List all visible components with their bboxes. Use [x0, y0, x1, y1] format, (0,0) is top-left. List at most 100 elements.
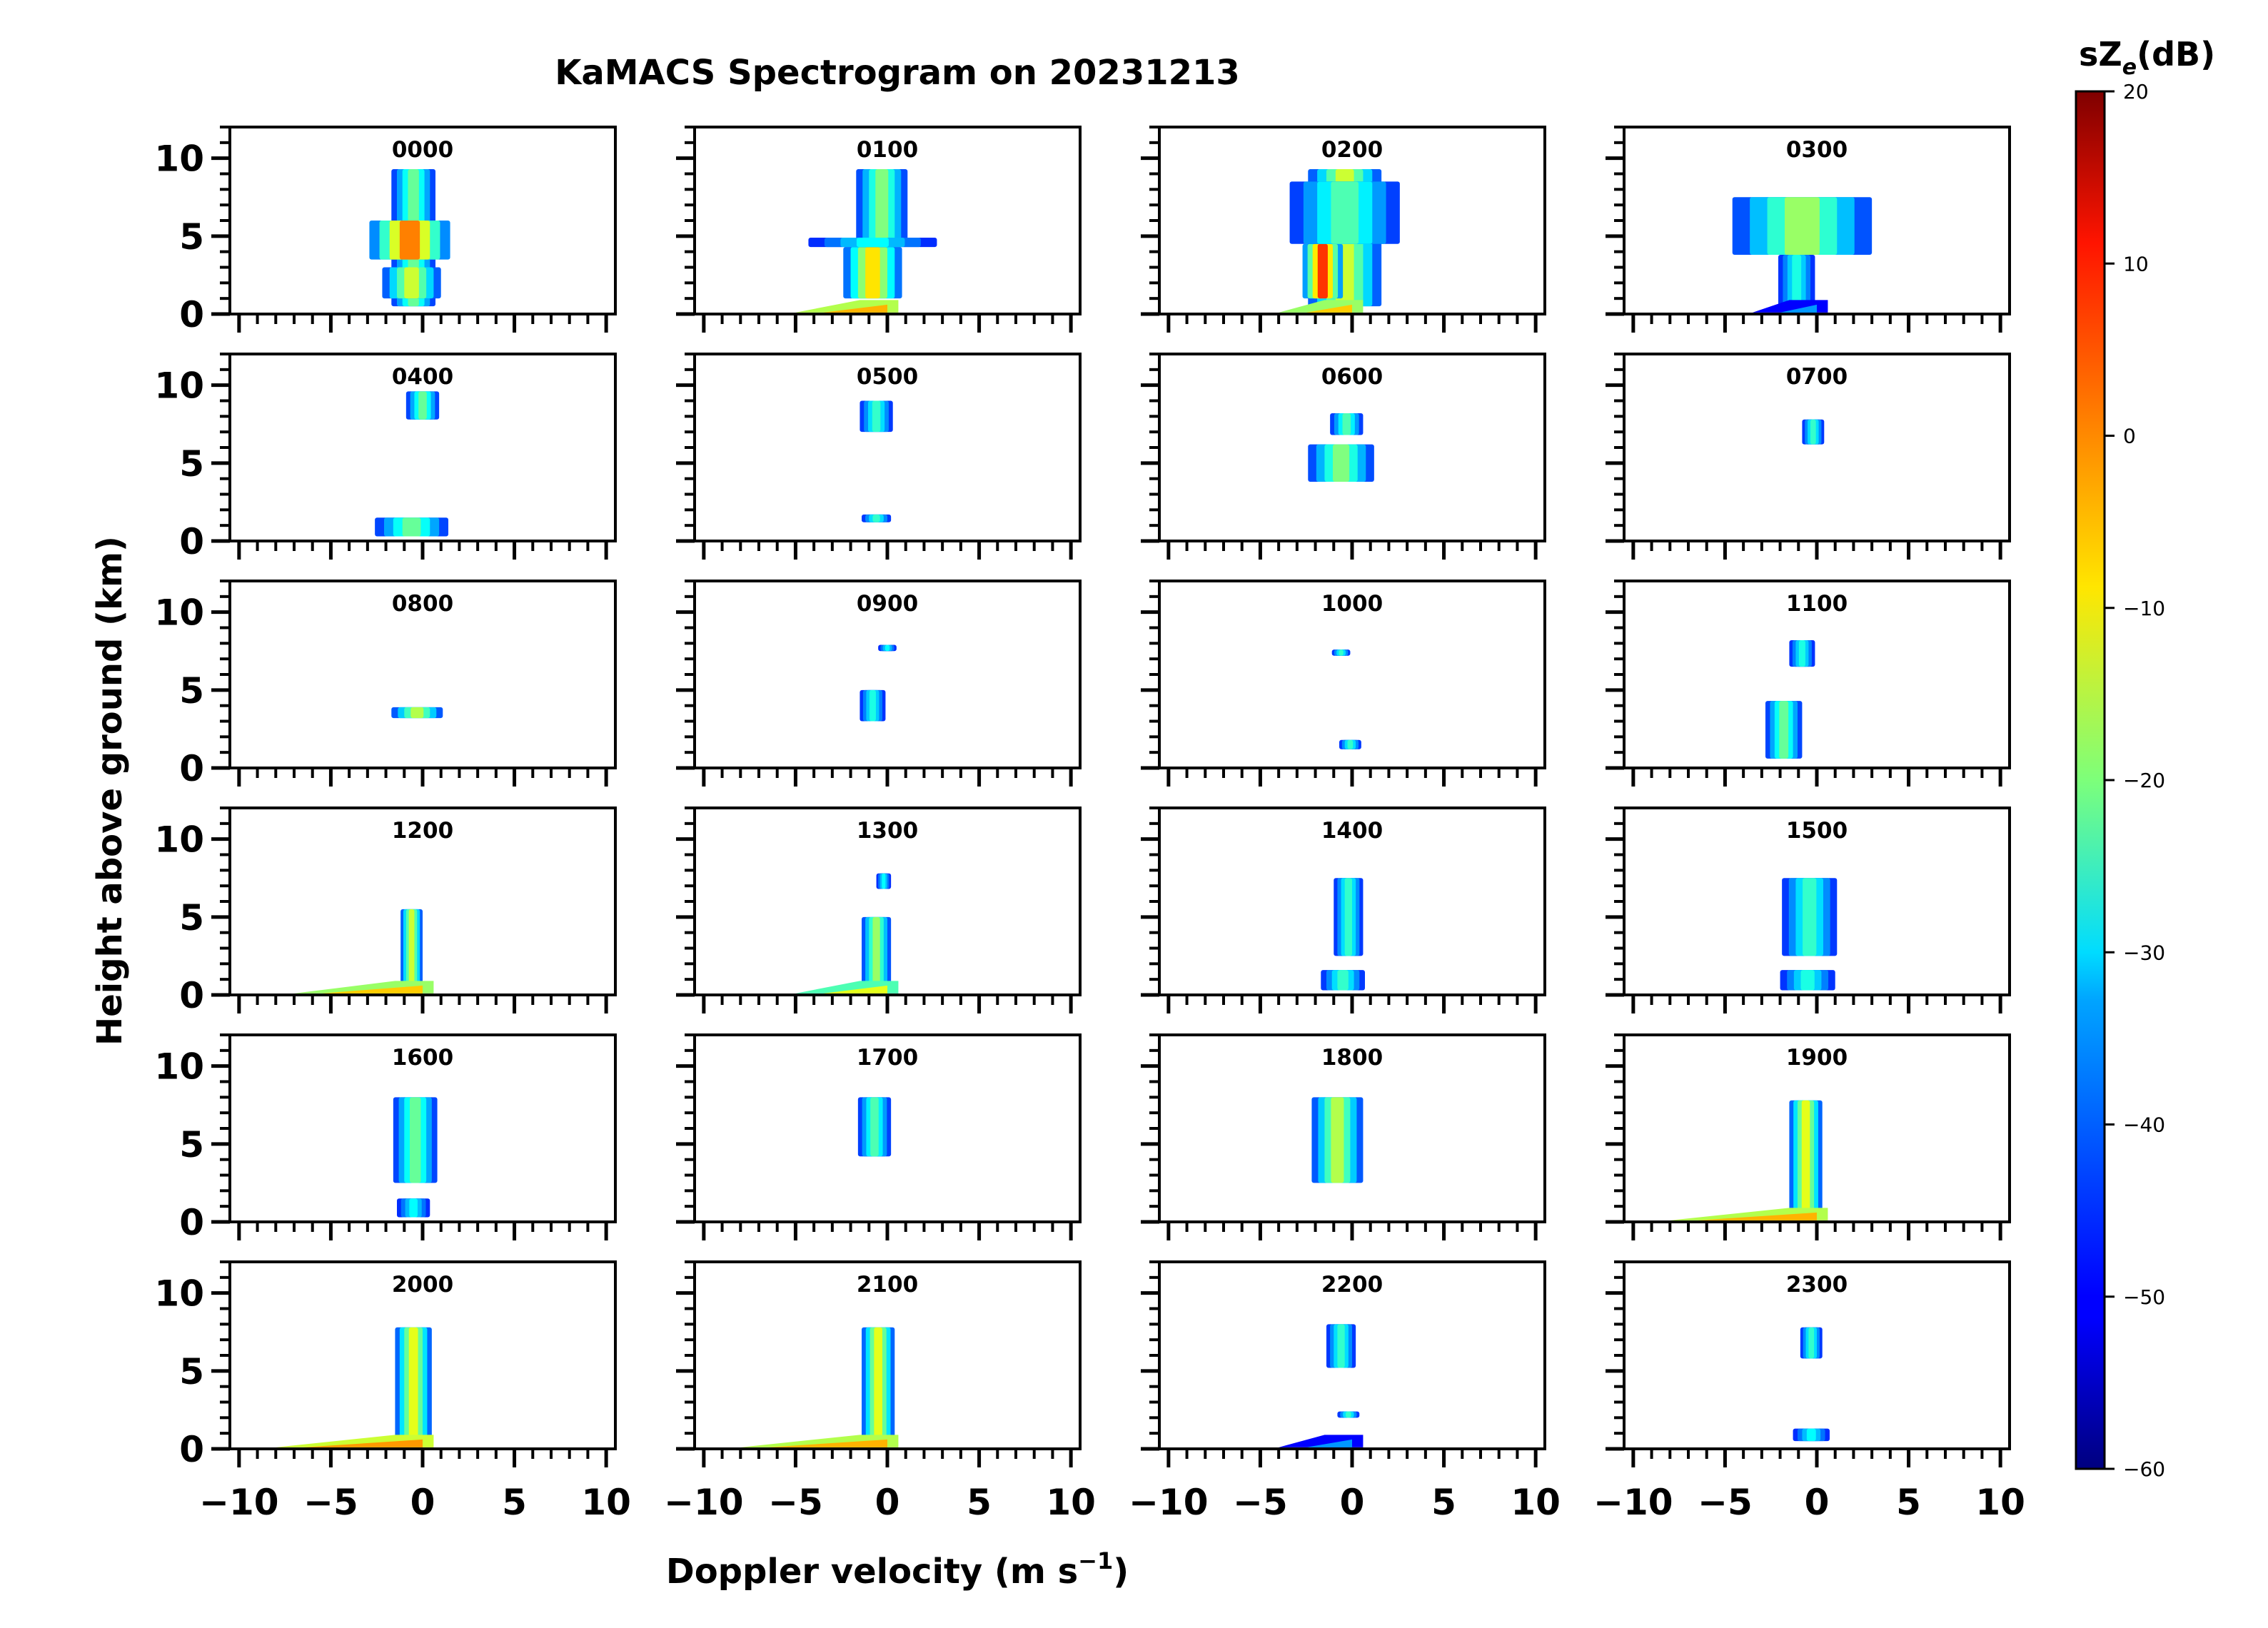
- y-ticks: 0 5 10: [154, 1260, 230, 1470]
- panel-0200: 0200: [1141, 126, 1546, 333]
- surface-echo-core: [321, 985, 423, 994]
- panel-background: [230, 354, 615, 541]
- x-tick-label: 0: [1340, 1482, 1365, 1523]
- echo-layer: [405, 391, 440, 420]
- x-tick-label: −5: [1233, 1482, 1288, 1523]
- panel-content: [1308, 413, 1374, 482]
- echo-band: [1344, 878, 1352, 956]
- echo-band: [872, 514, 880, 522]
- panel-background: [695, 354, 1080, 541]
- panel-content: [1802, 419, 1825, 445]
- panel-title: 2000: [392, 1272, 453, 1298]
- y-tick-label: 10: [154, 1046, 204, 1088]
- panel-content: [294, 909, 434, 994]
- y-tick-label: 0: [179, 521, 204, 562]
- y-ticks: [676, 580, 695, 770]
- x-ticks: [1166, 314, 1538, 333]
- echo-band: [399, 221, 420, 260]
- panel-title: 1600: [392, 1045, 453, 1071]
- x-ticks: [237, 995, 608, 1013]
- y-tick-label: 10: [154, 365, 204, 407]
- x-ticks: [237, 768, 608, 787]
- panel-title: 2100: [857, 1272, 918, 1298]
- panel-1500: 1500: [1606, 807, 2011, 1013]
- echo-layer: [1339, 739, 1361, 749]
- x-ticks: [237, 314, 608, 333]
- panel-title: 0300: [1786, 137, 1848, 163]
- colorbar-tick-label: −50: [2123, 1285, 2165, 1309]
- y-tick-label: 0: [179, 294, 204, 335]
- surface-echo-core: [1306, 1439, 1352, 1447]
- y-ticks: [676, 353, 695, 543]
- echo-band: [1800, 970, 1815, 991]
- panel-1700: 1700: [676, 1033, 1082, 1240]
- y-ticks: [1606, 1033, 1624, 1224]
- surface-echo: [740, 1435, 899, 1447]
- x-tick-label: 5: [1431, 1482, 1456, 1523]
- panel-title: 0100: [857, 137, 918, 163]
- echo-layer: [382, 267, 441, 299]
- y-ticks: 0 5 10: [154, 807, 230, 1016]
- echo-band: [410, 707, 424, 719]
- y-ticks: [1141, 353, 1159, 543]
- panel-1800: 1800: [1141, 1033, 1546, 1240]
- echo-layer: [1800, 1327, 1823, 1359]
- echo-layer: [397, 1198, 430, 1218]
- echo-band: [1801, 1100, 1810, 1218]
- x-ticks: [1631, 314, 2002, 333]
- x-tick-label: −5: [768, 1482, 823, 1523]
- surface-echo: [795, 300, 899, 313]
- echo-layer: [1789, 1100, 1823, 1218]
- y-tick-label: 5: [179, 443, 204, 485]
- y-tick-label: 10: [154, 1273, 204, 1315]
- echo-layer: [1778, 255, 1815, 310]
- echo-layer: [876, 873, 892, 889]
- echo-layer: [393, 1097, 438, 1183]
- y-tick-label: 5: [179, 897, 204, 939]
- colorbar: 20 10 0 −10 −20 −30 −40 −50 −60 sZe(dB): [2075, 35, 2215, 1481]
- x-ticks: [702, 768, 1073, 787]
- panel-background: [1159, 581, 1545, 768]
- panel-content: [1321, 878, 1365, 991]
- panel-0800: 0800 0 5 10: [154, 580, 617, 789]
- surface-echo-core: [303, 1439, 423, 1447]
- colorbar-tick-label: 0: [2123, 425, 2136, 448]
- echo-band: [1808, 1327, 1815, 1359]
- panel-title: 1200: [392, 818, 453, 844]
- echo-layer: [862, 1327, 895, 1445]
- surface-echo: [276, 1435, 434, 1447]
- x-ticks: [1631, 768, 2002, 787]
- y-tick-label: 0: [179, 975, 204, 1016]
- panel-title: 2200: [1321, 1272, 1383, 1298]
- panel-content: [795, 168, 937, 313]
- panel-0300: 0300: [1606, 126, 2011, 333]
- panel-1900: 1900: [1606, 1033, 2011, 1240]
- echo-layer: [1330, 413, 1364, 435]
- echo-layer: [1311, 1097, 1364, 1183]
- x-ticks: [1631, 541, 2002, 560]
- panel-title: 0800: [392, 591, 453, 617]
- echo-band: [1317, 243, 1328, 299]
- figure-title: KaMACS Spectrogram on 20231213: [555, 53, 1240, 93]
- panel-title: 1400: [1321, 818, 1383, 844]
- panel-content: [1311, 1097, 1364, 1183]
- echo-layer: [1302, 243, 1344, 299]
- panel-title: 1500: [1786, 818, 1848, 844]
- echo-band: [870, 1097, 879, 1157]
- x-tick-label: 0: [1805, 1482, 1830, 1523]
- echo-band: [869, 689, 876, 722]
- x-ticks: [702, 995, 1073, 1013]
- panel-content: [795, 873, 899, 994]
- panel-content: [860, 644, 897, 722]
- y-ticks: [1141, 126, 1159, 316]
- y-ticks: [1606, 807, 1624, 997]
- echo-layer: [1326, 1324, 1356, 1368]
- echo-band: [1347, 739, 1354, 749]
- colorbar-tick-label: 20: [2123, 80, 2149, 103]
- echo-layer: [1321, 970, 1365, 991]
- surface-echo-core: [1697, 1212, 1817, 1220]
- x-ticks: [702, 1222, 1073, 1240]
- y-tick-label: 5: [179, 1124, 204, 1166]
- y-ticks: [1606, 353, 1624, 543]
- x-ticks: [1166, 541, 1538, 560]
